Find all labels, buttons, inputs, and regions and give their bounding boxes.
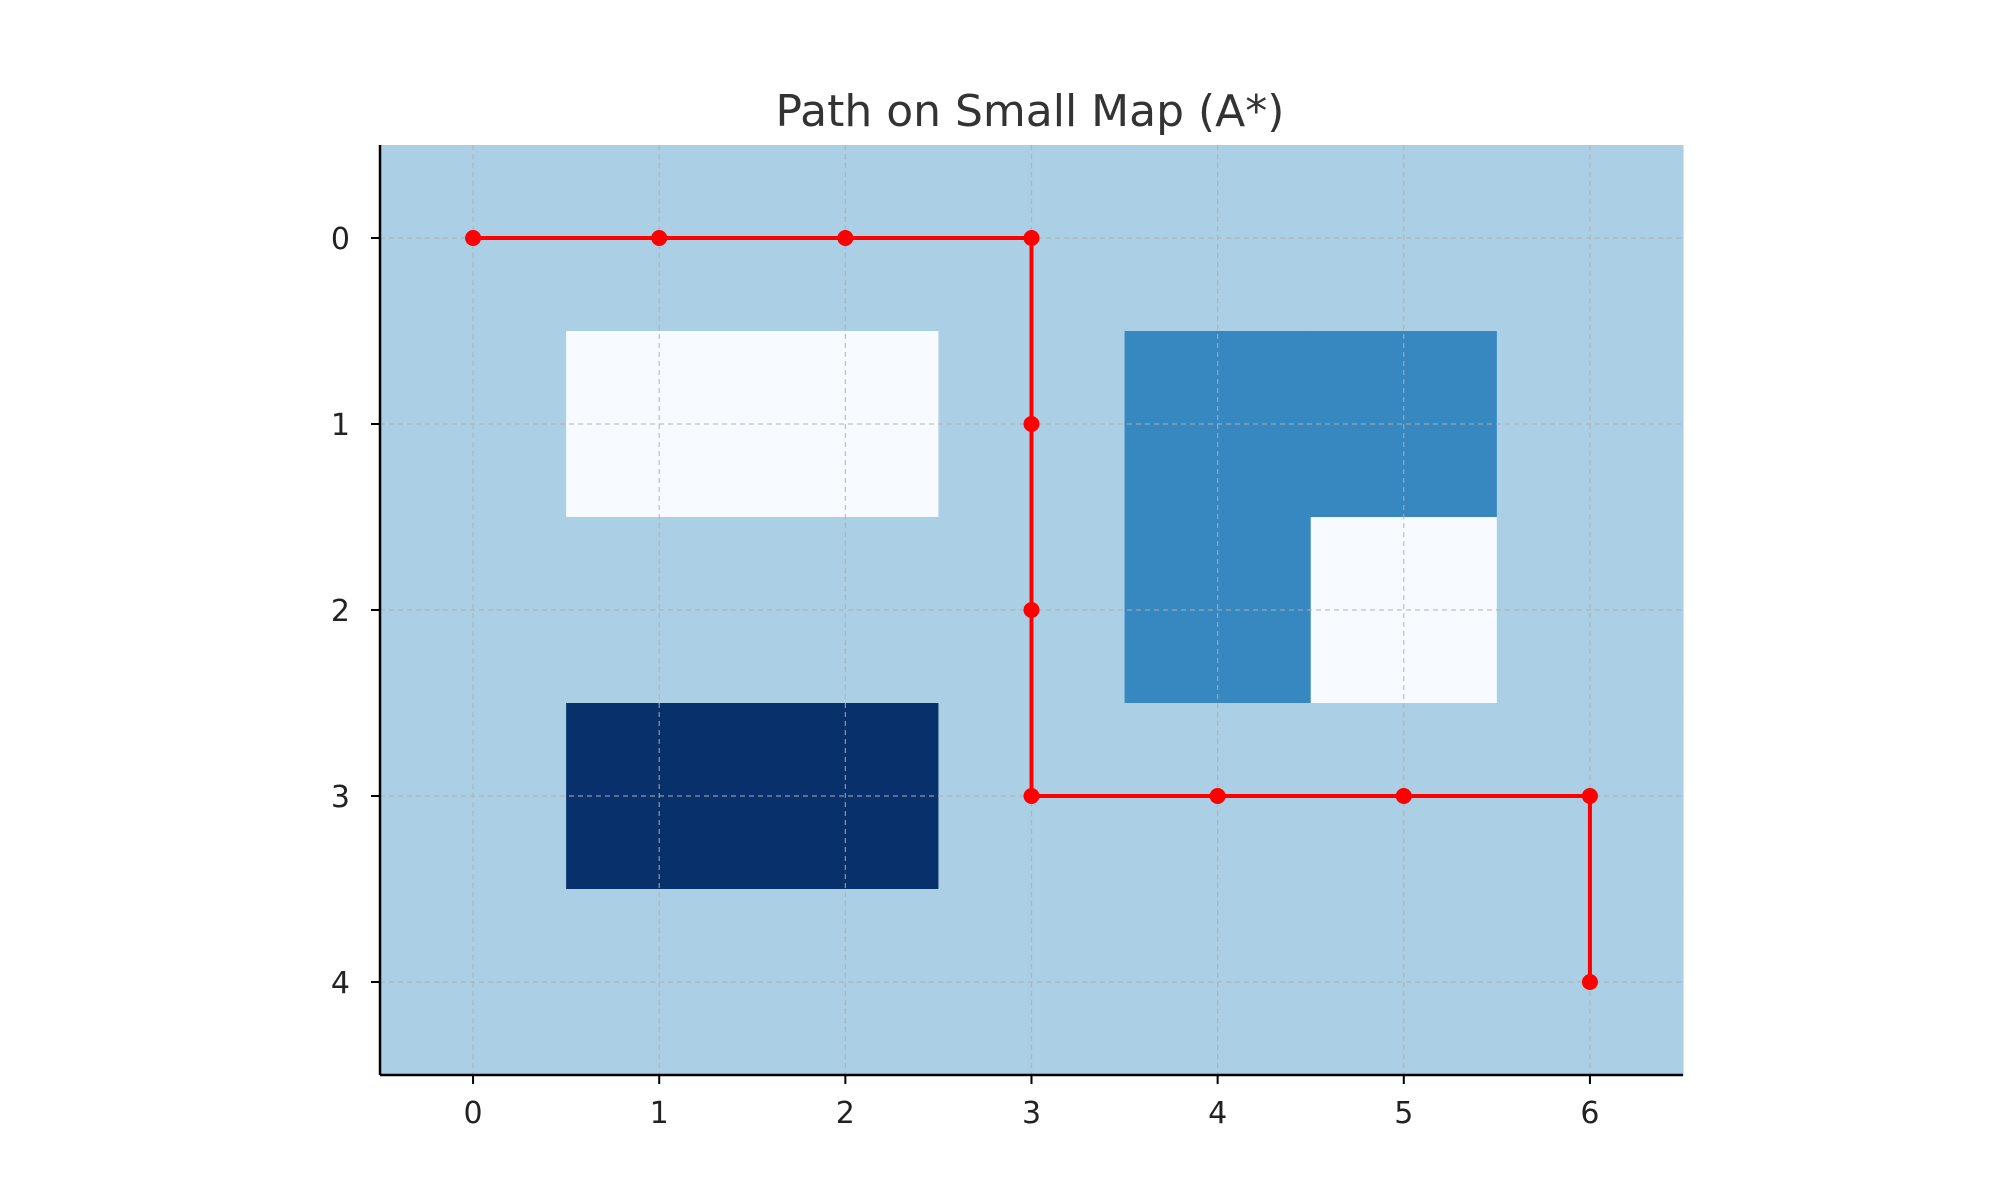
path-point — [1023, 602, 1040, 618]
path-point — [1395, 788, 1412, 804]
x-tick-label: 1 — [650, 1096, 669, 1131]
heatmap-cell — [1310, 517, 1498, 704]
path-point — [1023, 788, 1040, 804]
y-tick-label: 3 — [331, 780, 350, 815]
y-tick-label: 0 — [331, 222, 350, 257]
x-tick-label: 5 — [1394, 1096, 1413, 1131]
path-point — [651, 230, 668, 246]
chart-title: Path on Small Map (A*) — [776, 86, 1285, 137]
heatmap-cell — [752, 517, 940, 704]
y-tick-label: 1 — [331, 408, 350, 443]
path-layer — [465, 230, 1598, 990]
path-point — [837, 230, 854, 246]
path-point — [1023, 230, 1040, 246]
path-point — [1581, 974, 1598, 990]
y-tick-label: 2 — [331, 594, 350, 629]
x-tick-label: 0 — [464, 1096, 483, 1131]
path-point — [1209, 788, 1226, 804]
x-tick-label: 3 — [1022, 1096, 1041, 1131]
tick-labels: 0 1 2 3 4 5 6 0 1 2 3 4 — [331, 222, 1600, 1131]
y-tick-label: 4 — [331, 966, 350, 1001]
path-point — [1581, 788, 1598, 804]
x-tick-label: 4 — [1208, 1096, 1227, 1131]
x-tick-label: 6 — [1580, 1096, 1599, 1131]
path-point — [465, 230, 482, 246]
x-tick-label: 2 — [836, 1096, 855, 1131]
path-point — [1023, 416, 1040, 432]
